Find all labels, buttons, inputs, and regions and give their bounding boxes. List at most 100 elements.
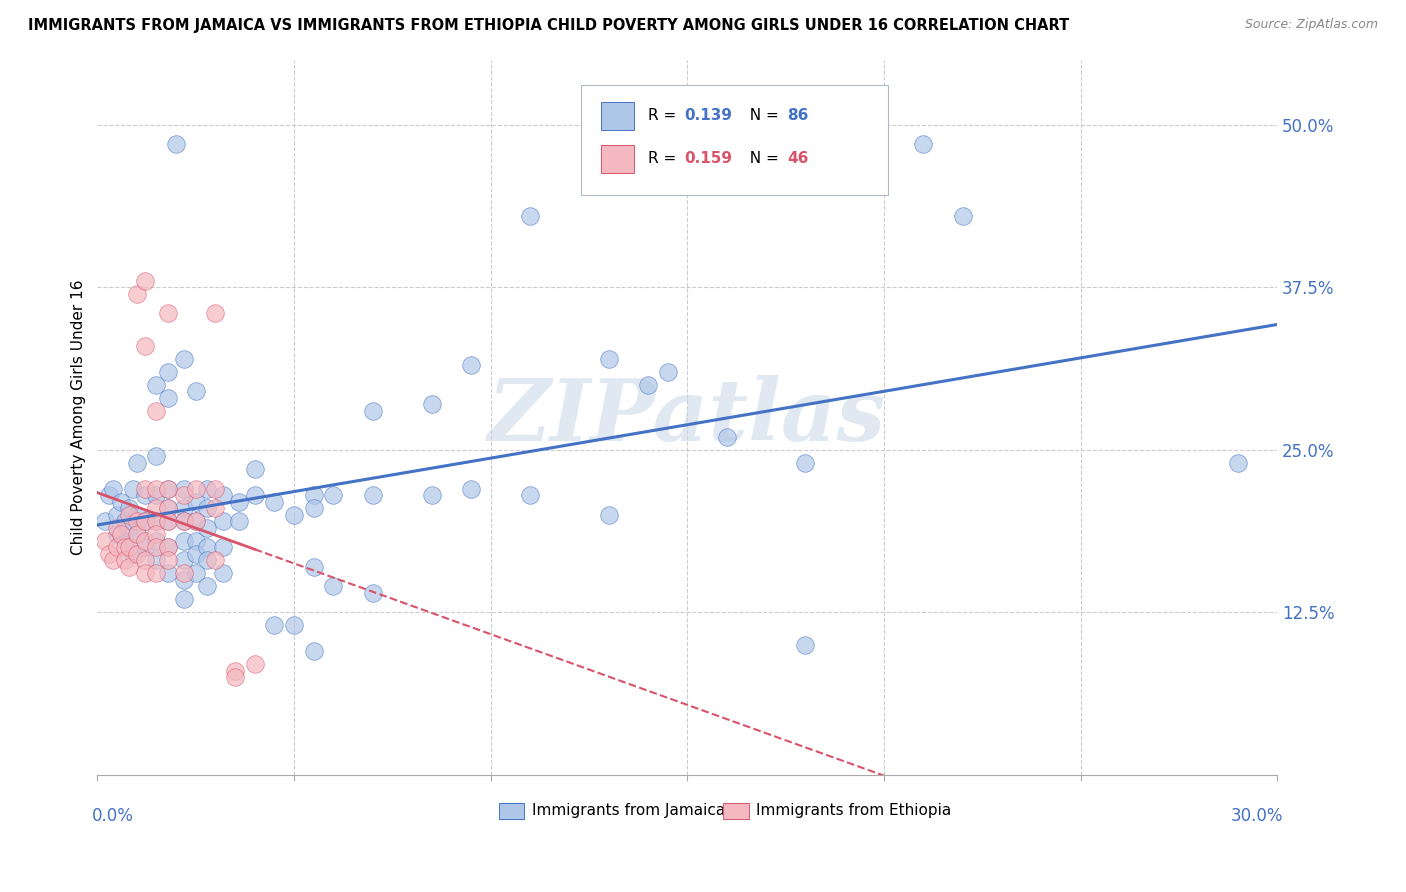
- Point: [243, 657, 266, 671]
- Point: [110, 494, 132, 508]
- Point: [243, 462, 266, 476]
- Point: [125, 286, 148, 301]
- Point: [134, 533, 156, 548]
- Point: [173, 553, 195, 567]
- Point: [105, 520, 128, 534]
- Point: [157, 391, 180, 405]
- Point: [204, 306, 226, 320]
- Point: [173, 482, 195, 496]
- Point: [94, 514, 117, 528]
- Point: [420, 397, 443, 411]
- Point: [157, 501, 180, 516]
- Point: [460, 482, 482, 496]
- Bar: [499, 803, 524, 819]
- Text: 30.0%: 30.0%: [1230, 806, 1284, 825]
- Point: [283, 508, 305, 522]
- Point: [98, 488, 121, 502]
- Point: [224, 670, 246, 684]
- Point: [173, 501, 195, 516]
- Point: [184, 494, 207, 508]
- Point: [145, 553, 167, 567]
- Point: [145, 501, 167, 516]
- Point: [173, 533, 195, 548]
- Point: [121, 547, 143, 561]
- Point: [460, 358, 482, 372]
- Point: [952, 209, 974, 223]
- Point: [101, 553, 124, 567]
- Point: [145, 449, 167, 463]
- Point: [157, 553, 180, 567]
- Bar: [723, 803, 748, 819]
- Point: [184, 566, 207, 580]
- Point: [134, 482, 156, 496]
- Point: [145, 527, 167, 541]
- Point: [197, 540, 219, 554]
- Point: [157, 566, 180, 580]
- Point: [283, 618, 305, 632]
- Point: [184, 547, 207, 561]
- Point: [519, 209, 541, 223]
- Point: [197, 520, 219, 534]
- Point: [212, 566, 235, 580]
- Point: [1226, 456, 1249, 470]
- Point: [228, 514, 250, 528]
- Point: [173, 514, 195, 528]
- Point: [302, 488, 325, 502]
- Point: [165, 137, 187, 152]
- Point: [302, 501, 325, 516]
- Point: [184, 384, 207, 398]
- Point: [105, 540, 128, 554]
- Point: [212, 540, 235, 554]
- Point: [125, 456, 148, 470]
- Point: [125, 527, 148, 541]
- Text: 0.159: 0.159: [683, 151, 731, 166]
- Point: [716, 429, 738, 443]
- Point: [134, 566, 156, 580]
- Point: [121, 482, 143, 496]
- Text: 0.0%: 0.0%: [91, 806, 134, 825]
- Point: [134, 488, 156, 502]
- Point: [204, 553, 226, 567]
- Point: [912, 137, 935, 152]
- Point: [212, 514, 235, 528]
- Point: [145, 533, 167, 548]
- Point: [134, 514, 156, 528]
- Point: [118, 540, 141, 554]
- Point: [197, 579, 219, 593]
- Point: [145, 377, 167, 392]
- Point: [519, 488, 541, 502]
- Point: [184, 514, 207, 528]
- Point: [145, 566, 167, 580]
- Point: [361, 403, 384, 417]
- Point: [105, 527, 128, 541]
- Point: [212, 488, 235, 502]
- Bar: [602, 103, 634, 129]
- Point: [794, 638, 817, 652]
- Point: [173, 573, 195, 587]
- Point: [145, 514, 167, 528]
- Point: [794, 456, 817, 470]
- Point: [322, 579, 344, 593]
- Point: [420, 488, 443, 502]
- Point: [598, 351, 620, 366]
- Text: R =: R =: [648, 151, 682, 166]
- Point: [657, 365, 679, 379]
- Text: ZIPatlas: ZIPatlas: [488, 376, 886, 458]
- Text: 46: 46: [787, 151, 808, 166]
- Point: [134, 338, 156, 352]
- Point: [118, 520, 141, 534]
- Point: [157, 306, 180, 320]
- Point: [114, 553, 136, 567]
- Point: [361, 585, 384, 599]
- Text: 0.139: 0.139: [683, 108, 731, 123]
- Point: [204, 482, 226, 496]
- Point: [125, 527, 148, 541]
- Text: Immigrants from Jamaica: Immigrants from Jamaica: [531, 803, 725, 818]
- Point: [184, 482, 207, 496]
- Point: [157, 482, 180, 496]
- Point: [125, 547, 148, 561]
- Point: [125, 514, 148, 528]
- Bar: [602, 145, 634, 172]
- Point: [637, 377, 659, 392]
- Text: R =: R =: [648, 108, 682, 123]
